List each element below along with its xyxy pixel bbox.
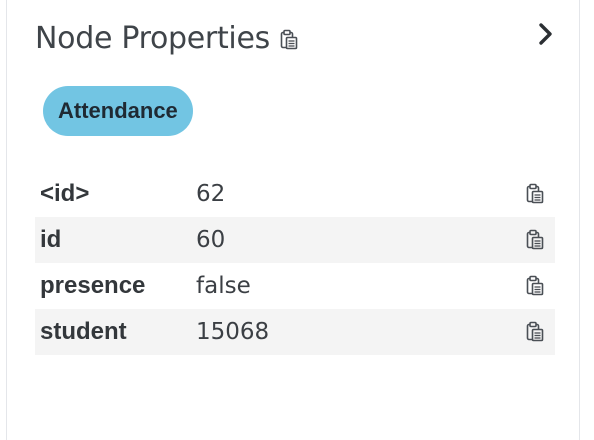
property-key: student — [40, 318, 127, 345]
property-key: presence — [40, 272, 146, 299]
property-value: false — [196, 273, 251, 299]
chevron-right-icon — [539, 23, 552, 45]
property-value: 62 — [196, 181, 226, 207]
clipboard-icon[interactable] — [278, 28, 300, 52]
property-value: 60 — [196, 227, 226, 253]
panel-header: Node Properties — [35, 16, 300, 60]
clipboard-icon[interactable] — [525, 275, 545, 297]
node-label-pill[interactable]: Attendance — [43, 86, 193, 136]
clipboard-icon[interactable] — [525, 183, 545, 205]
clipboard-icon[interactable] — [525, 229, 545, 251]
node-label-text: Attendance — [58, 98, 178, 123]
property-row: presence false — [35, 263, 555, 309]
property-key: <id> — [40, 180, 90, 207]
panel-title: Node Properties — [35, 20, 270, 56]
properties-table: <id> 62 id 60 presen — [35, 171, 555, 355]
property-row: id 60 — [35, 217, 555, 263]
property-row: <id> 62 — [35, 171, 555, 217]
node-properties-panel: Node Properties Attendance <id> 62 — [6, 0, 580, 440]
property-value: 15068 — [196, 319, 270, 345]
property-row: student 15068 — [35, 309, 555, 355]
collapse-panel-button[interactable] — [533, 20, 559, 48]
property-key: id — [40, 226, 62, 253]
clipboard-icon[interactable] — [525, 321, 545, 343]
